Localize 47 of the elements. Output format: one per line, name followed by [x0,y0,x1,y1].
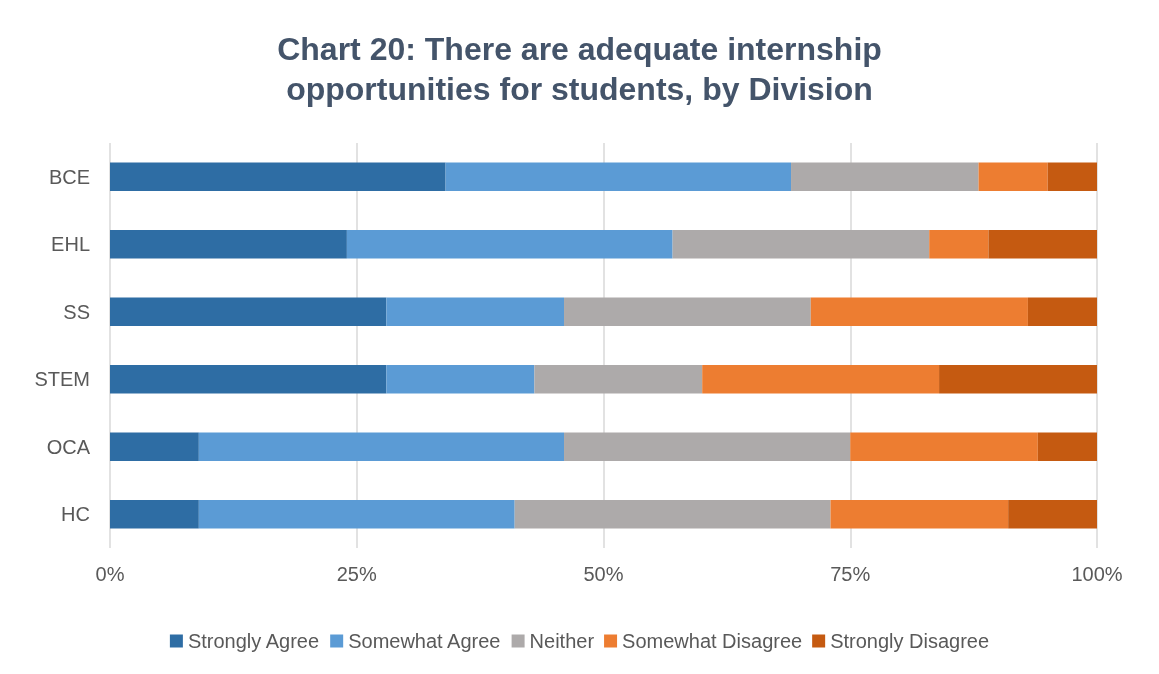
x-tick-label: 75% [830,563,871,585]
y-tick-label: BCE [48,165,90,188]
bar [1047,162,1097,191]
x-tick-label: 50% [583,563,624,585]
bar [850,432,1038,461]
bar [386,297,565,326]
x-tick-label: 0% [95,563,125,585]
bar [110,365,387,394]
bar [198,500,515,529]
y-tick-label: HC [61,503,90,526]
bar [110,162,446,191]
y-tick-label: EHL [51,233,90,256]
bar [514,500,831,529]
bar [110,297,387,326]
bar [110,432,199,461]
x-tick-label: 25% [336,563,377,585]
bar [110,500,199,529]
bar [978,162,1048,191]
legend-label: Neither [529,630,595,652]
legend-label: Somewhat Disagree [622,630,803,652]
bar [702,365,940,394]
legend-label: Strongly Agree [187,630,320,652]
bar [445,162,792,191]
bar [198,432,565,461]
bar [791,162,979,191]
bar [830,500,1009,529]
bar [534,365,703,394]
bar [110,230,347,259]
bar [1008,500,1097,529]
bar [672,230,930,259]
bar [939,365,1097,394]
legend-label: Strongly Disagree [830,630,990,652]
bar [929,230,989,259]
y-tick-label: OCA [46,435,91,458]
y-tick-label: STEM [34,368,90,391]
bar [1027,297,1097,326]
legend-label: Somewhat Agree [348,630,501,652]
y-tick-label: SS [63,300,90,323]
bar [810,297,1028,326]
bar [988,230,1097,259]
x-tick-label: 100% [1071,563,1123,585]
bar [564,297,811,326]
bar [346,230,673,259]
bar [1037,432,1097,461]
chart-title: Chart 20: There are adequate internship opportunities for students, by Division [277,31,882,107]
bar [386,365,535,394]
bar [564,432,851,461]
